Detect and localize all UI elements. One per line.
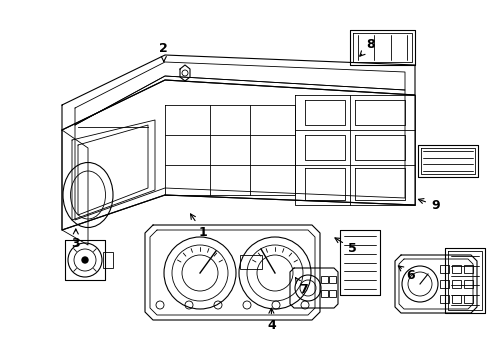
Text: 7: 7 (295, 278, 307, 296)
Text: 5: 5 (334, 238, 356, 255)
Text: 3: 3 (71, 229, 80, 249)
Text: 4: 4 (266, 308, 275, 332)
Text: 2: 2 (159, 42, 168, 62)
Text: 8: 8 (359, 39, 374, 56)
Text: 6: 6 (398, 266, 414, 282)
Text: 9: 9 (418, 199, 439, 212)
Circle shape (82, 257, 88, 263)
Text: 1: 1 (190, 214, 207, 239)
